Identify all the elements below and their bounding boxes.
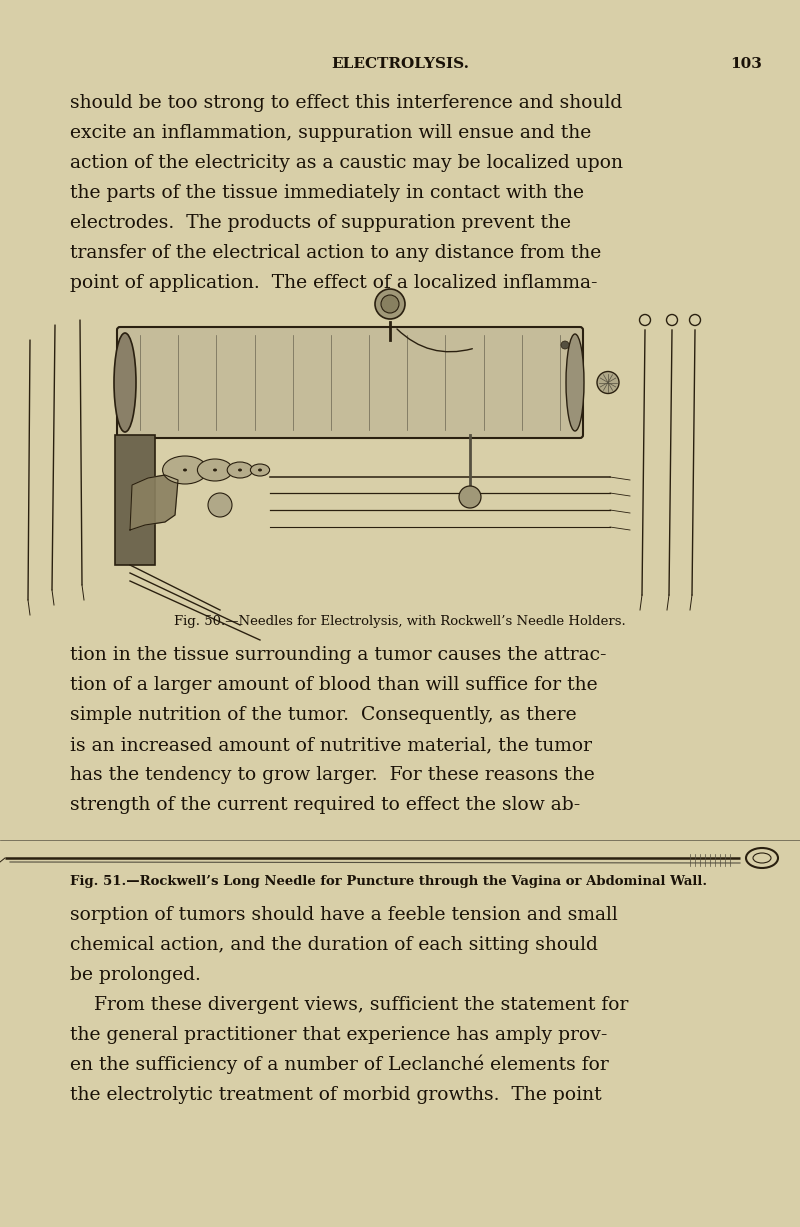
Text: 103: 103	[730, 56, 762, 71]
Text: the electrolytic treatment of morbid growths.  The point: the electrolytic treatment of morbid gro…	[70, 1086, 602, 1104]
Text: chemical action, and the duration of each sitting should: chemical action, and the duration of eac…	[70, 936, 598, 955]
Ellipse shape	[375, 290, 405, 319]
Text: Fig. 51.—Rockwell’s Long Needle for Puncture through the Vagina or Abdominal Wal: Fig. 51.—Rockwell’s Long Needle for Punc…	[70, 875, 707, 888]
Ellipse shape	[238, 469, 242, 471]
Text: tion of a larger amount of blood than will suffice for the: tion of a larger amount of blood than wi…	[70, 676, 598, 694]
Text: be prolonged.: be prolonged.	[70, 966, 201, 984]
Ellipse shape	[213, 469, 217, 471]
Text: sorption of tumors should have a feeble tension and small: sorption of tumors should have a feeble …	[70, 906, 618, 924]
Ellipse shape	[208, 493, 232, 517]
Ellipse shape	[198, 459, 233, 481]
Text: should be too strong to effect this interference and should: should be too strong to effect this inte…	[70, 94, 622, 112]
Ellipse shape	[381, 294, 399, 313]
Text: the general practitioner that experience has amply prov-: the general practitioner that experience…	[70, 1026, 607, 1044]
Text: the parts of the tissue immediately in contact with the: the parts of the tissue immediately in c…	[70, 184, 584, 202]
Text: excite an inflammation, suppuration will ensue and the: excite an inflammation, suppuration will…	[70, 124, 591, 142]
Text: has the tendency to grow larger.  For these reasons the: has the tendency to grow larger. For the…	[70, 766, 594, 784]
Text: ELECTROLYSIS.: ELECTROLYSIS.	[331, 56, 469, 71]
Text: is an increased amount of nutritive material, the tumor: is an increased amount of nutritive mate…	[70, 736, 592, 755]
Text: strength of the current required to effect the slow ab-: strength of the current required to effe…	[70, 796, 580, 814]
Polygon shape	[130, 475, 178, 530]
Text: en the sufficiency of a number of Leclanché elements for: en the sufficiency of a number of Leclan…	[70, 1054, 609, 1074]
Ellipse shape	[566, 334, 584, 431]
FancyBboxPatch shape	[115, 436, 155, 564]
Text: action of the electricity as a caustic may be localized upon: action of the electricity as a caustic m…	[70, 155, 623, 172]
Ellipse shape	[183, 469, 187, 471]
Text: From these divergent views, sufficient the statement for: From these divergent views, sufficient t…	[70, 996, 628, 1014]
FancyBboxPatch shape	[117, 328, 583, 438]
Ellipse shape	[561, 341, 569, 348]
Ellipse shape	[597, 372, 619, 394]
Ellipse shape	[459, 486, 481, 508]
Text: point of application.  The effect of a localized inflamma-: point of application. The effect of a lo…	[70, 274, 598, 292]
Text: simple nutrition of the tumor.  Consequently, as there: simple nutrition of the tumor. Consequen…	[70, 706, 577, 724]
Text: transfer of the electrical action to any distance from the: transfer of the electrical action to any…	[70, 244, 602, 263]
Ellipse shape	[227, 463, 253, 479]
Ellipse shape	[162, 456, 207, 483]
Text: electrodes.  The products of suppuration prevent the: electrodes. The products of suppuration …	[70, 213, 571, 232]
Text: Fig. 50.—Needles for Electrolysis, with Rockwell’s Needle Holders.: Fig. 50.—Needles for Electrolysis, with …	[174, 615, 626, 628]
Text: tion in the tissue surrounding a tumor causes the attrac-: tion in the tissue surrounding a tumor c…	[70, 645, 606, 664]
Ellipse shape	[250, 464, 270, 476]
Ellipse shape	[258, 469, 262, 471]
Ellipse shape	[114, 333, 136, 432]
